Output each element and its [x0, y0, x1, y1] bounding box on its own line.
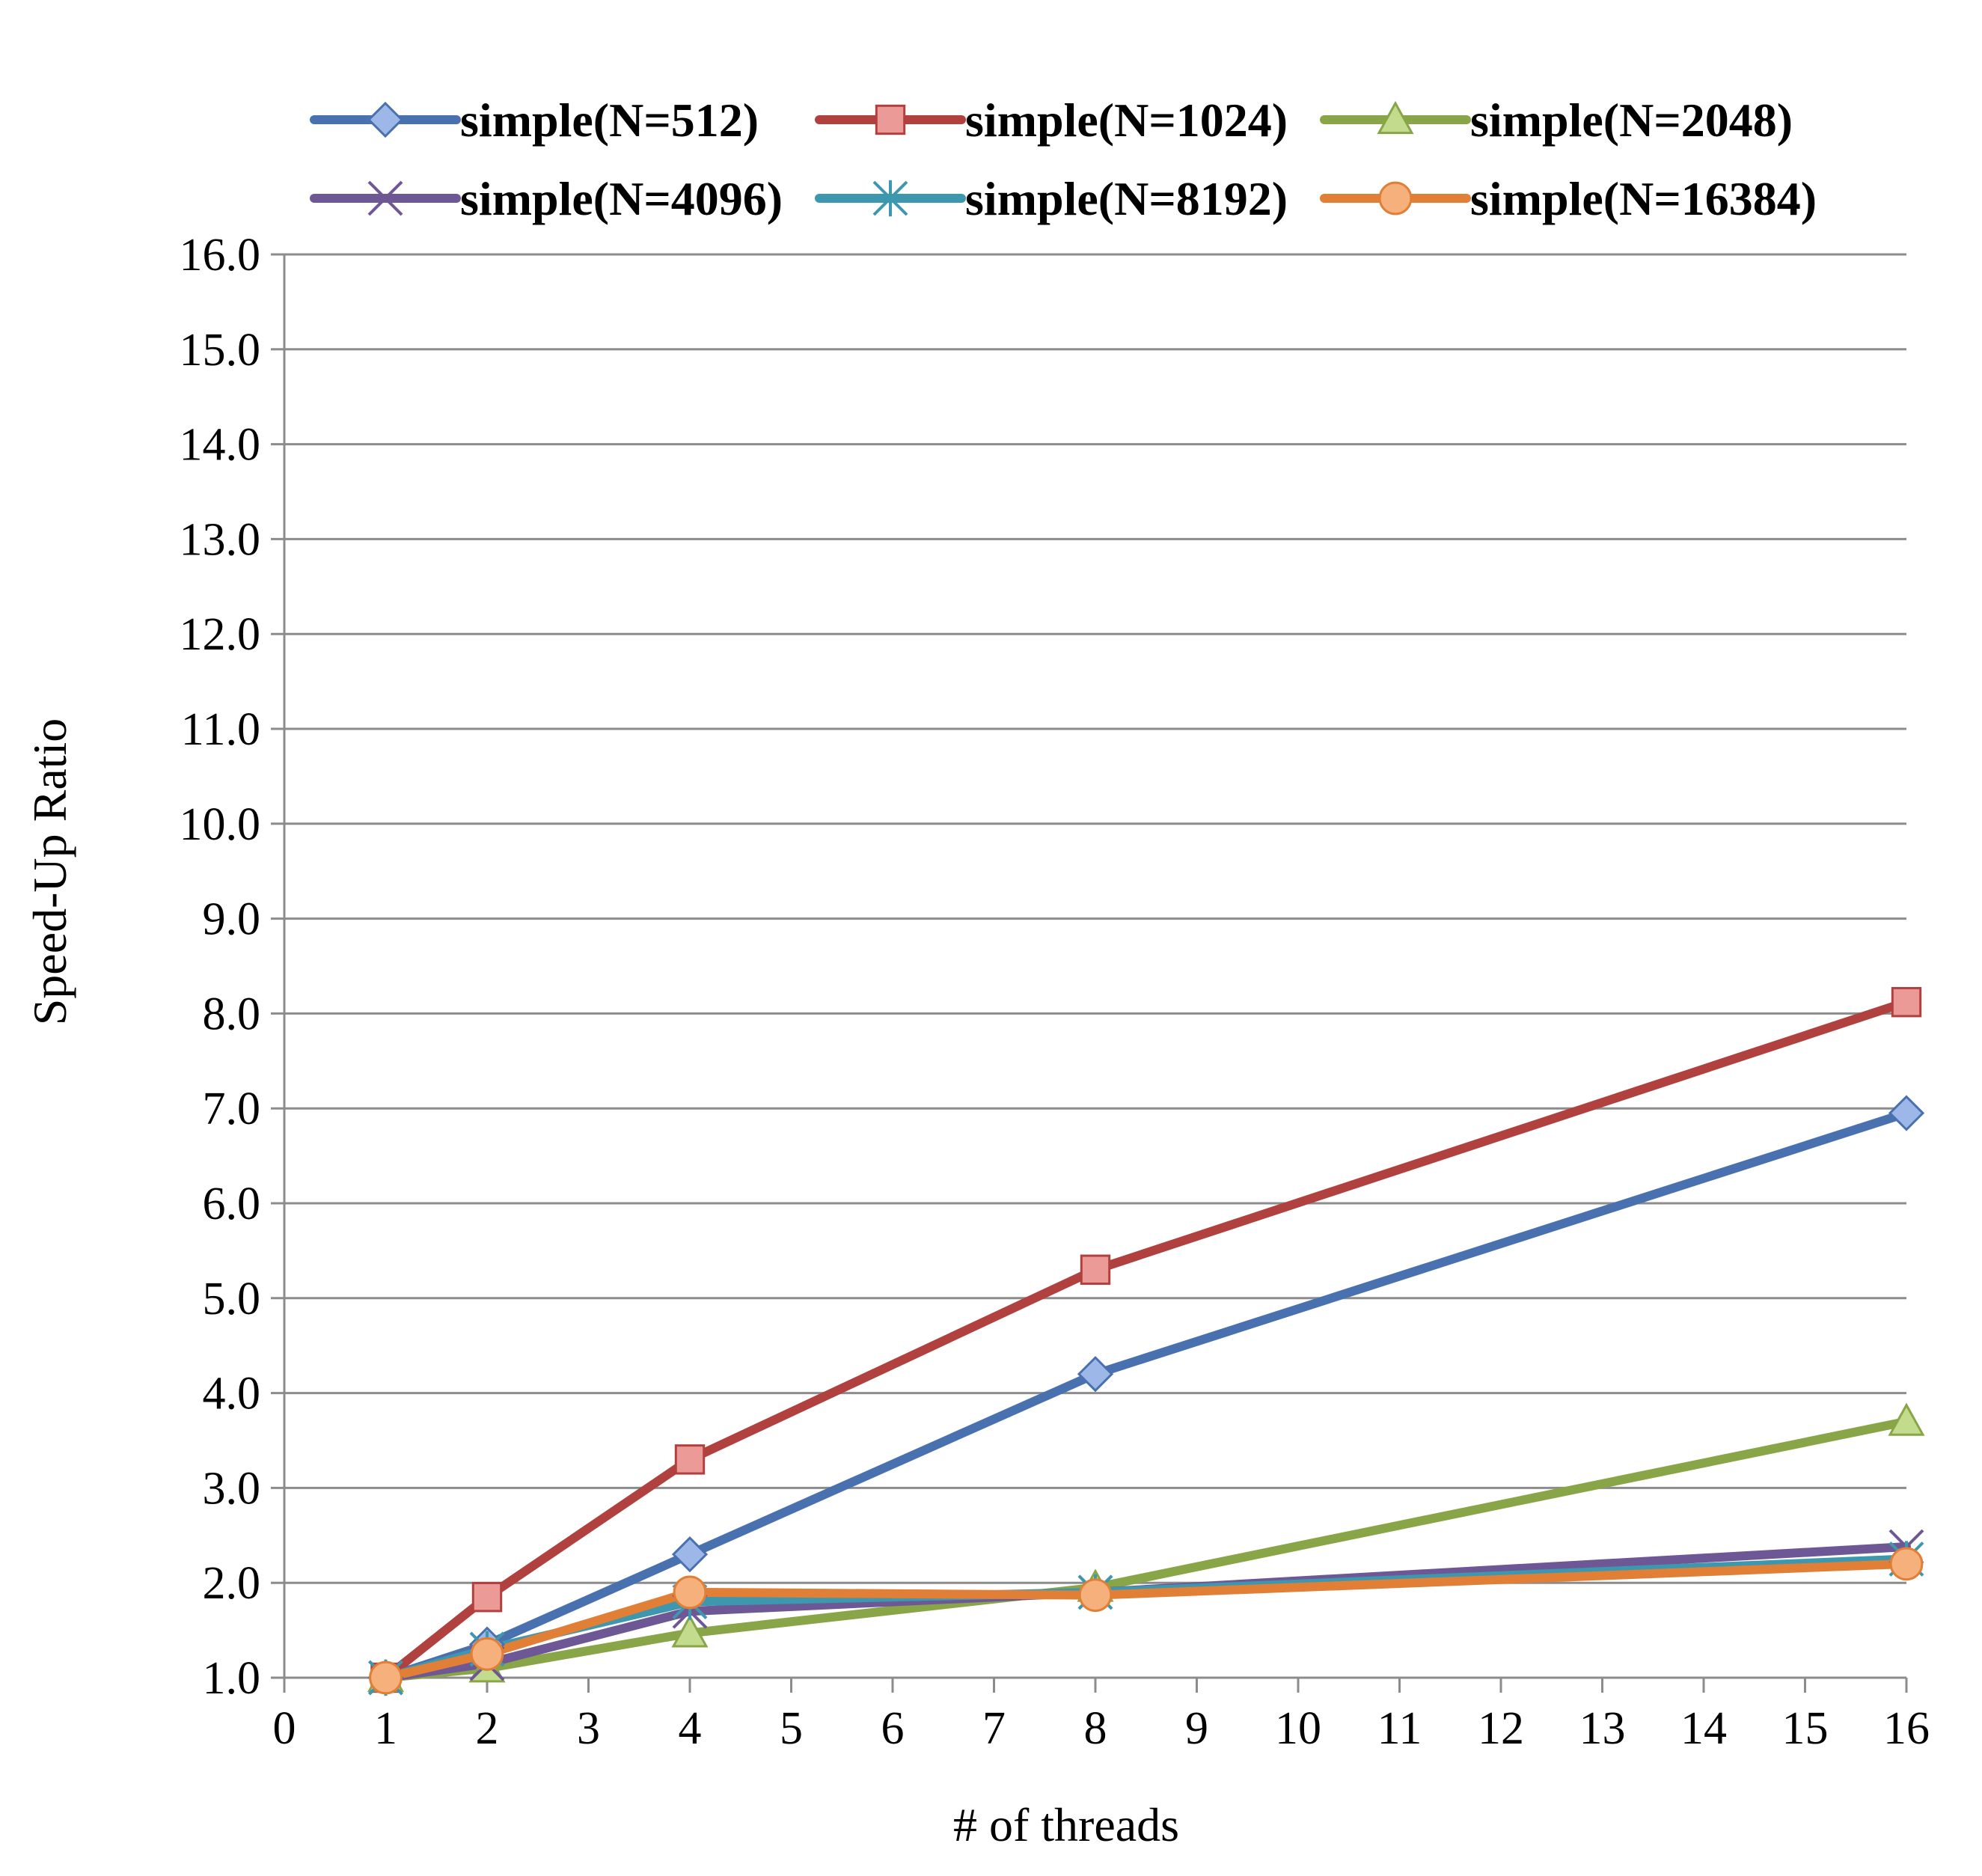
legend-entry: simple(N=1024) — [815, 94, 1288, 147]
data-point — [1888, 1402, 1925, 1436]
y-tick-label: 3.0 — [203, 1463, 261, 1514]
x-tick-labels: 0 1 2 3 4 5 6 7 8 9 10 11 12 13 14 15 16 — [273, 1703, 1930, 1754]
legend-label: simple(N=4096) — [460, 172, 783, 225]
legend-label: simple(N=1024) — [965, 94, 1288, 147]
gridlines — [284, 253, 1906, 1584]
data-point — [671, 1614, 709, 1648]
legend-marker — [1377, 100, 1414, 135]
x-tick-label: 3 — [577, 1703, 600, 1754]
series-markers — [367, 986, 1925, 1696]
legend-label: simple(N=2048) — [1470, 94, 1793, 147]
y-tick-label: 8.0 — [203, 989, 261, 1039]
x-tick-label: 1 — [374, 1703, 397, 1754]
data-point — [1889, 1547, 1924, 1581]
x-tick-label: 13 — [1579, 1703, 1626, 1754]
x-tick-label: 2 — [476, 1703, 499, 1754]
y-tick-label: 13.0 — [180, 514, 261, 565]
y-tick-label: 10.0 — [180, 799, 261, 850]
data-point — [369, 1660, 403, 1695]
x-tick-label: 7 — [982, 1703, 1006, 1754]
x-tick-label: 14 — [1680, 1703, 1727, 1754]
data-point — [1891, 986, 1922, 1018]
y-tick-label: 4.0 — [203, 1369, 261, 1420]
y-tick-label: 14.0 — [180, 420, 261, 471]
x-tick-label: 15 — [1782, 1703, 1829, 1754]
x-tick-label: 4 — [679, 1703, 702, 1754]
legend-marker — [367, 180, 403, 216]
legend-entry: simple(N=16384) — [1320, 172, 1817, 225]
y-tick-label: 9.0 — [203, 894, 261, 945]
y-tick-label: 15.0 — [180, 325, 261, 376]
x-tick-label: 10 — [1275, 1703, 1321, 1754]
legend-marker — [367, 101, 404, 138]
x-tick-label: 8 — [1084, 1703, 1107, 1754]
x-tick-label: 11 — [1377, 1703, 1422, 1754]
legend-marker — [872, 180, 908, 217]
legend-marker — [875, 104, 906, 135]
series-line-2 — [381, 1417, 1911, 1682]
series-lines — [381, 997, 1911, 1682]
legend: simple(N=512) simple(N=1024) simple(N=2048… — [310, 94, 1817, 225]
legend-label: simple(N=512) — [460, 94, 759, 147]
y-tick-label: 1.0 — [203, 1653, 261, 1704]
x-tick-label: 9 — [1185, 1703, 1208, 1754]
y-tick-label: 11.0 — [181, 704, 260, 755]
axes — [271, 253, 1908, 1693]
y-tick-label: 7.0 — [203, 1084, 261, 1134]
y-tick-labels: 1.0 2.0 3.0 4.0 5.0 6.0 7.0 8.0 9.0 10.0 11.0 12.0 1… — [180, 230, 261, 1704]
data-point — [471, 1582, 503, 1613]
y-axis-title: Speed-Up Ratio — [23, 718, 76, 1026]
legend-marker — [1378, 181, 1413, 216]
data-point — [1080, 1254, 1111, 1285]
data-point — [1078, 1578, 1113, 1613]
x-tick-label: 5 — [780, 1703, 803, 1754]
legend-entry: simple(N=4096) — [310, 172, 783, 225]
data-point — [470, 1637, 504, 1671]
data-point — [673, 1575, 707, 1610]
legend-entry: simple(N=8192) — [815, 172, 1288, 225]
data-point — [1888, 1095, 1925, 1131]
y-tick-label: 6.0 — [203, 1179, 261, 1229]
y-tick-label: 2.0 — [203, 1558, 261, 1609]
x-axis-title: # of threads — [953, 1798, 1179, 1851]
data-point — [1077, 1356, 1114, 1393]
legend-entry: simple(N=512) — [310, 94, 759, 147]
x-tick-label: 6 — [881, 1703, 905, 1754]
y-tick-label: 12.0 — [180, 609, 261, 660]
x-tick-label: 0 — [273, 1703, 296, 1754]
x-tick-label: 12 — [1478, 1703, 1524, 1754]
legend-label: simple(N=8192) — [965, 172, 1288, 225]
data-point — [674, 1444, 706, 1475]
data-point — [671, 1536, 709, 1573]
y-tick-label: 5.0 — [203, 1274, 261, 1324]
legend-label: simple(N=16384) — [1470, 172, 1817, 225]
y-tick-label: 16.0 — [180, 230, 261, 281]
x-tick-label: 16 — [1883, 1703, 1930, 1754]
legend-entry: simple(N=2048) — [1320, 94, 1793, 147]
